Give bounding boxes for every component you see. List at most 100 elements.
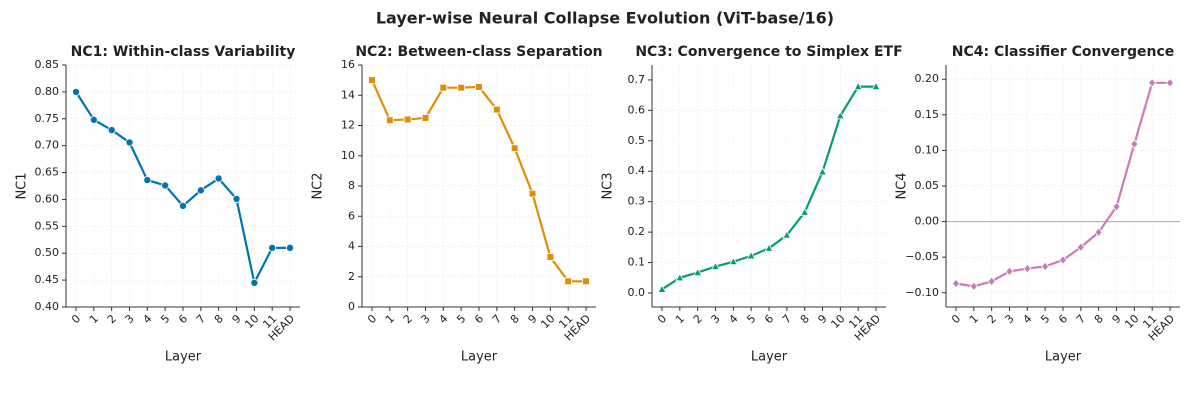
- point: [657, 284, 667, 293]
- y-tick-label: 0.7: [628, 73, 646, 86]
- point: [1112, 201, 1121, 212]
- point: [1041, 261, 1050, 272]
- point: [196, 186, 205, 195]
- x-tick-label: 5: [454, 312, 468, 326]
- subplot-title: NC2: Between-class Separation: [355, 44, 602, 60]
- point: [835, 110, 845, 120]
- x-tick-label: 3: [419, 312, 433, 326]
- x-tick-label: 4: [1020, 312, 1034, 326]
- y-axis-label: NC3: [601, 172, 616, 199]
- subplot-title: NC3: Convergence to Simplex ETF: [635, 44, 902, 60]
- x-tick-label: 1: [967, 312, 981, 326]
- y-tick-label: −0.05: [905, 250, 939, 263]
- x-axis-label: Layer: [165, 350, 202, 365]
- y-tick-label: 0.75: [35, 112, 60, 125]
- x-tick-label: 9: [816, 312, 830, 326]
- point: [386, 116, 394, 125]
- point: [72, 87, 81, 96]
- x-tick-label: 3: [1003, 312, 1017, 326]
- y-tick-label: 0.15: [915, 108, 940, 121]
- y-tick-label: 0.6: [628, 103, 646, 116]
- y-tick-label: 16: [341, 58, 355, 71]
- x-tick-label: 6: [1056, 312, 1070, 326]
- y-tick-label: 0.10: [915, 143, 940, 156]
- y-tick-label: 8: [348, 179, 355, 192]
- x-tick-label: 8: [212, 312, 226, 326]
- point: [368, 76, 376, 84]
- point: [675, 272, 685, 282]
- x-tick-label: 7: [194, 312, 208, 326]
- y-tick-label: 0.85: [35, 58, 60, 71]
- x-tick-label: 8: [1092, 312, 1106, 326]
- y-tick-label: 0.70: [35, 139, 60, 152]
- y-tick-label: 0.0: [628, 286, 646, 299]
- x-tick-label: 6: [472, 312, 486, 326]
- point: [951, 278, 961, 289]
- x-tick-label: 5: [158, 312, 172, 326]
- x-tick-label: 10: [1122, 312, 1141, 331]
- point: [782, 230, 792, 239]
- point: [728, 256, 738, 266]
- x-tick-label: 0: [949, 312, 963, 326]
- point: [421, 114, 430, 122]
- point: [510, 144, 519, 152]
- y-tick-label: 2: [348, 270, 355, 283]
- y-tick-label: 0.60: [35, 192, 60, 205]
- figure-title: Layer-wise Neural Collapse Evolution (Vi…: [376, 9, 834, 28]
- x-tick-label: 4: [436, 312, 450, 326]
- point: [214, 174, 223, 183]
- x-tick-label: 10: [828, 312, 847, 331]
- point: [1058, 255, 1068, 265]
- point: [969, 281, 978, 292]
- x-tick-label: 10: [242, 312, 261, 331]
- y-tick-label: 0.65: [35, 166, 60, 179]
- point: [268, 243, 277, 252]
- point: [178, 201, 187, 210]
- point: [250, 278, 259, 287]
- y-tick-label: 14: [341, 88, 355, 101]
- subplot-title: NC1: Within-class Variability: [71, 44, 296, 60]
- x-tick-label: 3: [123, 312, 137, 326]
- y-tick-label: 10: [341, 149, 355, 162]
- y-axis-label: NC2: [311, 172, 326, 199]
- x-tick-label: 1: [673, 312, 687, 326]
- point: [853, 81, 863, 91]
- point: [764, 243, 774, 252]
- point: [871, 81, 881, 91]
- x-axis-label: Layer: [751, 350, 788, 365]
- x-tick-label: 4: [726, 312, 740, 326]
- point: [1130, 139, 1139, 149]
- x-tick-label: 7: [1074, 312, 1088, 326]
- point: [1005, 266, 1014, 277]
- x-tick-label: 9: [230, 312, 244, 326]
- y-tick-label: −0.10: [905, 286, 939, 299]
- x-tick-label: 7: [490, 312, 504, 326]
- x-tick-label: 8: [508, 312, 522, 326]
- x-tick-label: 1: [87, 312, 101, 326]
- point: [1094, 227, 1103, 238]
- x-tick-label: 5: [1038, 312, 1052, 326]
- y-tick-label: 0.55: [35, 219, 60, 232]
- point: [528, 189, 537, 198]
- y-tick-label: 0.4: [628, 164, 646, 177]
- point: [746, 251, 756, 260]
- y-tick-label: 0.50: [35, 246, 60, 259]
- y-tick-label: 12: [341, 119, 355, 132]
- y-axis-label: NC1: [15, 172, 30, 199]
- point: [1023, 263, 1032, 274]
- point: [1148, 77, 1157, 88]
- point: [125, 138, 134, 147]
- subplot-title: NC4: Classifier Convergence: [952, 44, 1175, 60]
- point: [161, 181, 170, 190]
- point: [564, 277, 572, 286]
- x-tick-label: 0: [69, 312, 83, 326]
- point: [89, 115, 98, 124]
- point: [1076, 242, 1085, 253]
- point: [457, 83, 465, 92]
- x-tick-label: 2: [985, 312, 999, 326]
- x-tick-label: 0: [365, 312, 379, 326]
- x-tick-label: 2: [691, 312, 705, 326]
- point: [693, 267, 703, 277]
- x-tick-label: 10: [538, 312, 557, 331]
- x-tick-label: 2: [401, 312, 415, 326]
